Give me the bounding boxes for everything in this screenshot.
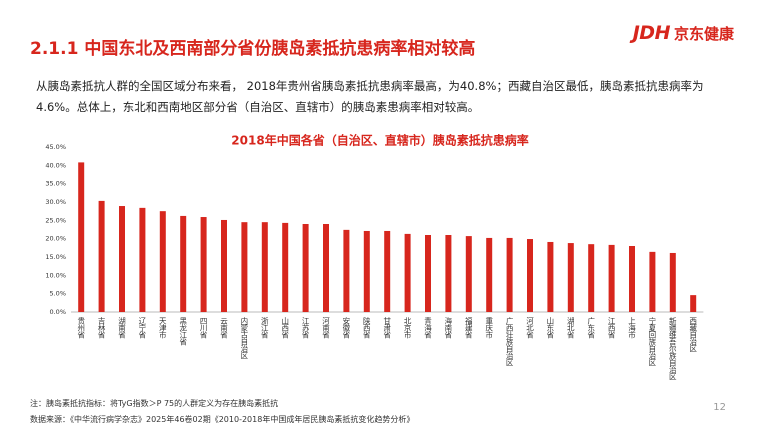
x-tick-label: 青海省: [423, 316, 432, 339]
y-tick-label: 20.0%: [45, 235, 66, 243]
x-tick-label: 河南省: [321, 317, 330, 339]
bar: [241, 222, 248, 312]
x-tick-label: 安徽省: [342, 316, 351, 339]
x-tick-label: 内蒙古自治区: [240, 316, 249, 360]
logo: JDH 京东健康: [633, 22, 734, 44]
bar: [180, 215, 187, 312]
x-tick-label: 天津市: [158, 317, 167, 340]
x-tick-label: 海南省: [444, 316, 453, 339]
bar: [282, 222, 289, 312]
y-tick-label: 15.0%: [45, 253, 66, 261]
chart-title: 2018年中国各省（自治区、直辖市）胰岛素抵抗患病率: [231, 133, 528, 148]
y-tick-label: 40.0%: [45, 161, 66, 169]
x-tick-label: 四川省: [199, 317, 208, 339]
x-tick-label: 山西省: [280, 316, 289, 339]
y-tick-label: 5.0%: [49, 290, 66, 298]
y-tick-label: 25.0%: [45, 216, 66, 224]
y-tick-label: 35.0%: [45, 180, 66, 188]
y-tick-label: 45.0%: [45, 143, 66, 151]
x-tick-label: 贵州省: [76, 316, 85, 339]
x-tick-label: 湖北省: [566, 317, 575, 339]
bar: [506, 237, 513, 312]
bar: [302, 224, 309, 312]
x-tick-label: 陕西省: [362, 316, 371, 339]
x-tick-label: 江西省: [607, 317, 616, 339]
bar: [139, 207, 146, 312]
y-tick-label: 10.0%: [45, 271, 66, 279]
summary: 从胰岛素抵抗人群的全国区域分布来看， 2018年贵州省胰岛素抵抗患病率最高，为4…: [36, 79, 704, 114]
bar: [608, 244, 615, 312]
x-tick-label: 福建省: [464, 317, 473, 339]
bar: [98, 200, 105, 312]
bar: [159, 211, 166, 312]
x-tick-label: 湖南省: [117, 317, 126, 339]
bar: [221, 219, 227, 312]
bar: [547, 241, 554, 312]
bar: [119, 206, 125, 312]
bar: [343, 229, 350, 312]
y-tick-label: 30.0%: [45, 198, 66, 206]
bar: [588, 244, 595, 312]
logo-text: 京东健康: [673, 25, 734, 43]
page-number: 12: [713, 402, 726, 413]
x-tick-label: 云南省: [219, 317, 228, 339]
bar: [629, 246, 635, 312]
x-tick-label: 广西壮族自治区: [505, 316, 514, 367]
x-tick-label: 宁夏回族自治区: [648, 316, 657, 367]
bar: [261, 222, 268, 312]
bar: [425, 235, 431, 312]
x-tick-label: 北京市: [403, 317, 412, 340]
bar: [323, 224, 329, 312]
bar: [567, 243, 574, 312]
x-tick-label: 甘肃省: [382, 316, 391, 339]
x-tick-label: 辽宁省: [138, 317, 147, 339]
bar: [690, 295, 697, 312]
bar: [527, 239, 533, 312]
bar: [465, 236, 472, 312]
x-tick-label: 黑龙江省: [178, 317, 187, 346]
x-tick-label: 山东省: [546, 316, 555, 339]
bar: [669, 252, 676, 312]
bar: [445, 235, 452, 312]
bar: [78, 162, 85, 312]
y-tick-label: 0.0%: [49, 308, 66, 316]
x-tick-label: 浙江省: [260, 316, 269, 339]
bar: [649, 251, 656, 312]
x-tick-label: 广东省: [586, 316, 595, 339]
bar: [404, 233, 411, 312]
footnote: 注：胰岛素抵抗指标：将TyG指数＞P 75的人群定义为存在胰岛素抵抗: [30, 399, 279, 408]
bar: [200, 217, 207, 312]
bar: [384, 230, 391, 312]
x-tick-label: 江苏省: [301, 317, 310, 339]
x-tick-label: 吉林省: [97, 317, 106, 339]
bar: [486, 237, 493, 312]
x-tick-label: 西藏自治区: [688, 317, 697, 353]
source: 数据来源：《中华流行病学杂志》2025年46卷02期《2010-2018年中国成…: [30, 415, 415, 424]
x-tick-label: 河北省: [525, 317, 534, 339]
x-tick-label: 上海市: [627, 317, 636, 340]
slide-title: 2.1.1 中国东北及西南部分省份胰岛素抵抗患病率相对较高: [30, 39, 476, 59]
x-tick-label: 新疆维吾尔族自治区: [668, 316, 677, 381]
x-tick-label: 重庆市: [484, 317, 493, 340]
bar: [363, 230, 370, 312]
logo-mark: JDH: [632, 22, 671, 44]
